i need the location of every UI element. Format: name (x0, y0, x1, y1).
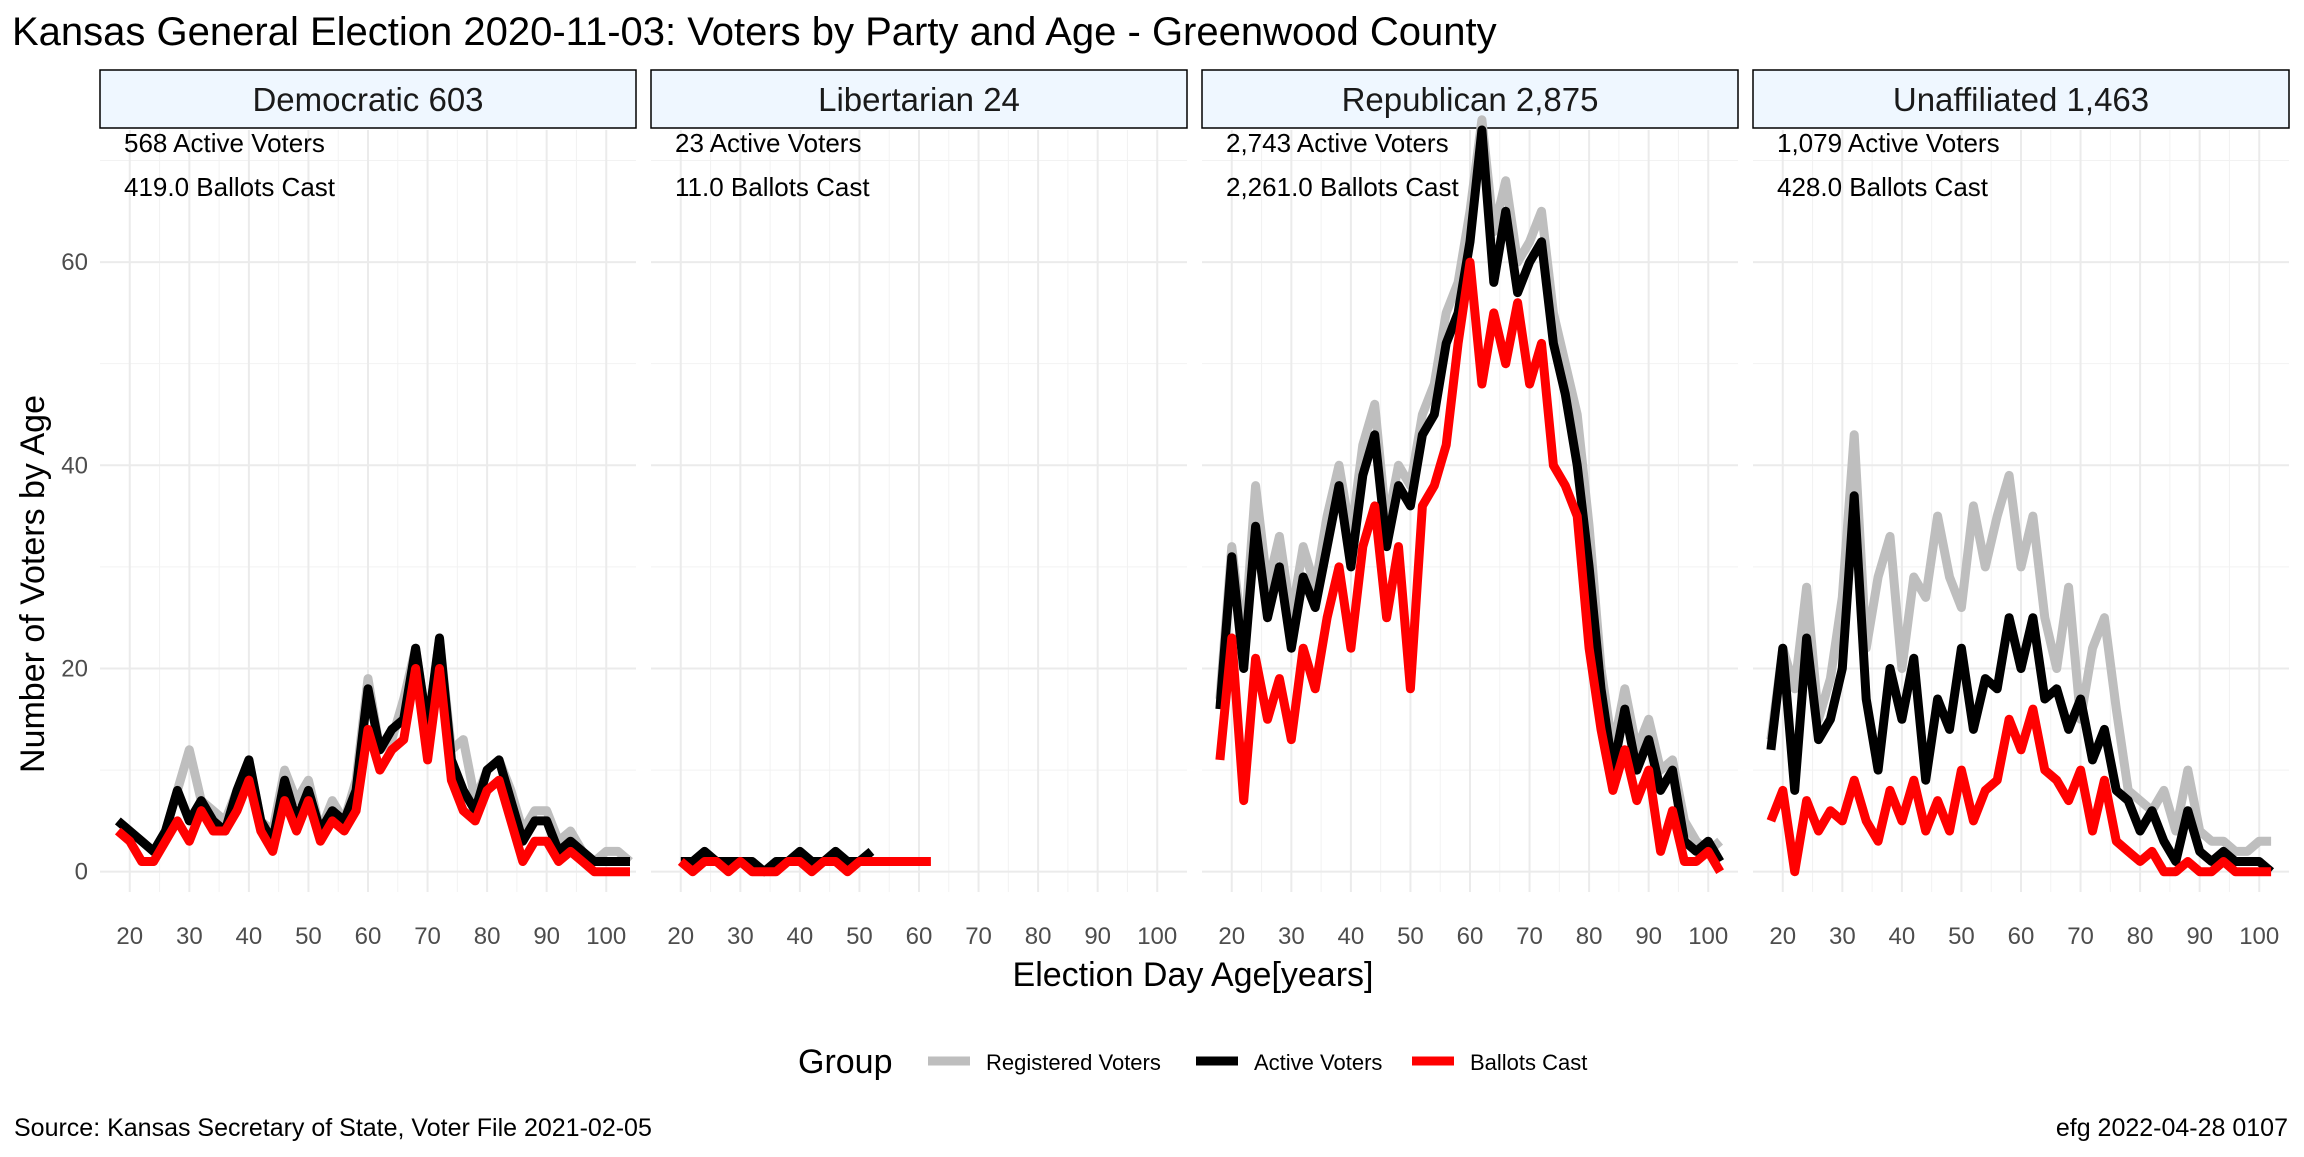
series-line-ballots-cast (677, 857, 931, 877)
series-line-active-voters (1766, 491, 2275, 876)
panel-republican: Republican 2,875 2,743 Active Voters 2,261… (1201, 69, 1739, 950)
x-tick-label: 100 (1137, 923, 1177, 950)
series-line-active-voters (114, 633, 630, 866)
x-tick-label: 50 (295, 923, 322, 950)
x-tick-label: 40 (1889, 923, 1916, 950)
x-tick-label: 60 (1457, 923, 1484, 950)
x-tick-label: 70 (414, 923, 441, 950)
facet-strip-label: Unaffiliated 1,463 (1893, 81, 2149, 118)
series-line-active-voters (1215, 125, 1724, 864)
x-tick-label: 90 (1635, 923, 1662, 950)
active-voters-annotation: 1,079 Active Voters (1777, 128, 2000, 158)
x-tick-label: 20 (1769, 923, 1796, 950)
x-tick-label: 100 (2239, 923, 2279, 950)
x-tick-label: 70 (1516, 923, 1543, 950)
x-tick-label: 50 (1397, 923, 1424, 950)
y-axis-label: Number of Voters by Age (14, 395, 52, 773)
active-voters-annotation: 568 Active Voters (124, 128, 325, 158)
ballots-cast-annotation: 428.0 Ballots Cast (1777, 172, 1989, 202)
caption-credit: efg 2022-04-28 0107 (2056, 1114, 2288, 1142)
series-line-ballots-cast (1215, 257, 1724, 874)
x-tick-label: 40 (787, 923, 814, 950)
x-tick-label: 70 (965, 923, 992, 950)
x-tick-label: 60 (906, 923, 933, 950)
x-tick-label: 80 (474, 923, 501, 950)
caption-source: Source: Kansas Secretary of State, Voter… (14, 1114, 652, 1142)
x-tick-label: 60 (355, 923, 382, 950)
x-tick-label: 40 (236, 923, 263, 950)
legend-label: Registered Voters (986, 1050, 1161, 1075)
x-tick-label: 100 (1688, 923, 1728, 950)
facet-strip (1201, 69, 1739, 129)
panel-libertarian: Libertarian 24 23 Active Voters 11.0 Ballo… (650, 69, 1188, 950)
legend: Group Registered Voters Active Voters Ballo… (798, 1043, 1587, 1081)
x-tick-label: 80 (1025, 923, 1052, 950)
facet-strip-label: Democratic 603 (252, 81, 483, 118)
series-line-registered-voters (1766, 430, 2272, 856)
facet-strip (99, 69, 637, 129)
x-tick-label: 80 (2127, 923, 2154, 950)
x-tick-label: 30 (176, 923, 203, 950)
x-tick-label: 70 (2067, 923, 2094, 950)
series-line-ballots-cast (114, 664, 630, 877)
panel-democratic: Democratic 603 568 Active Voters 419.0 Bal… (99, 69, 637, 950)
y-tick-label: 60 (61, 249, 88, 276)
x-tick-label: 20 (667, 923, 694, 950)
ballots-cast-annotation: 419.0 Ballots Cast (124, 172, 336, 202)
chart-title: Kansas General Election 2020-11-03: Vote… (12, 10, 1497, 54)
legend-label: Ballots Cast (1470, 1050, 1587, 1075)
legend-item-registered-voters: Registered Voters (928, 1050, 1161, 1075)
active-voters-annotation: 23 Active Voters (675, 128, 861, 158)
panels-group: 0 20 40 60 Democratic 603 568 Active Voters 41… (61, 69, 2290, 950)
panel-unaffiliated: Unaffiliated 1,463 1,079 Active Voters 428… (1752, 69, 2290, 950)
facet-strip (1752, 69, 2290, 129)
x-tick-label: 30 (1829, 923, 1856, 950)
x-tick-label: 90 (1084, 923, 1111, 950)
ballots-cast-annotation: 2,261.0 Ballots Cast (1226, 172, 1459, 202)
x-tick-label: 90 (2186, 923, 2213, 950)
x-tick-label: 80 (1576, 923, 1603, 950)
series-line-ballots-cast (1766, 704, 2272, 877)
x-tick-label: 100 (586, 923, 626, 950)
x-tick-label: 50 (1948, 923, 1975, 950)
x-tick-label: 40 (1338, 923, 1365, 950)
facet-strip-label: Republican 2,875 (1342, 81, 1599, 118)
x-tick-label: 50 (846, 923, 873, 950)
y-tick-label: 0 (75, 859, 88, 886)
x-tick-label: 60 (2008, 923, 2035, 950)
ballots-cast-annotation: 11.0 Ballots Cast (675, 172, 870, 202)
y-tick-label: 20 (61, 655, 88, 682)
legend-item-active-voters: Active Voters (1196, 1050, 1382, 1075)
legend-label: Active Voters (1254, 1050, 1382, 1075)
x-tick-label: 30 (727, 923, 754, 950)
legend-title: Group (798, 1043, 893, 1081)
x-tick-label: 90 (533, 923, 560, 950)
x-tick-label: 20 (1218, 923, 1245, 950)
x-axis-label: Election Day Age[years] (1013, 956, 1374, 994)
facet-strip (650, 69, 1188, 129)
x-tick-label: 30 (1278, 923, 1305, 950)
facet-strip-label: Libertarian 24 (818, 81, 1020, 118)
active-voters-annotation: 2,743 Active Voters (1226, 128, 1449, 158)
legend-item-ballots-cast: Ballots Cast (1412, 1050, 1587, 1075)
y-tick-label: 40 (61, 452, 88, 479)
x-tick-label: 20 (116, 923, 143, 950)
